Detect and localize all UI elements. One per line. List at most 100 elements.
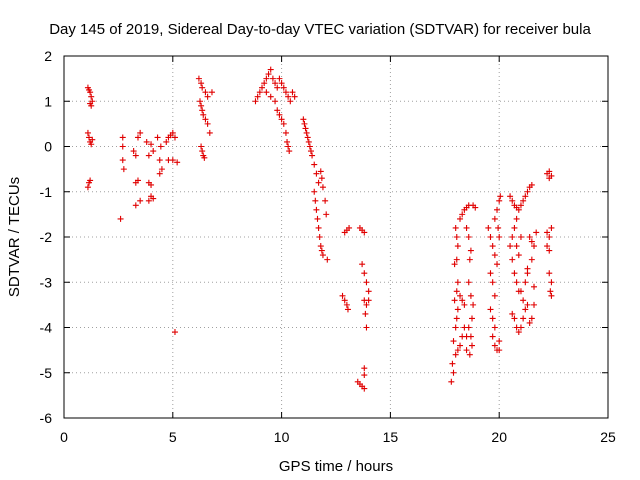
data-point-marker [365, 297, 372, 304]
data-point-marker [285, 143, 292, 150]
data-point-marker [311, 188, 318, 195]
data-point-marker [119, 157, 126, 164]
data-point-marker [303, 129, 310, 136]
data-point-marker [305, 138, 312, 145]
y-tick-label: -1 [40, 184, 53, 200]
chart-title: Day 145 of 2019, Sidereal Day-to-day VTE… [49, 21, 591, 38]
data-point-marker [457, 215, 464, 222]
data-point-marker [174, 159, 181, 166]
data-point-marker [451, 261, 458, 268]
data-point-marker [301, 120, 308, 127]
data-point-marker [524, 265, 531, 272]
data-point-marker [344, 306, 351, 313]
data-point-marker [487, 270, 494, 277]
y-tick-label: 2 [44, 48, 52, 64]
data-point-marker [465, 234, 472, 240]
data-point-marker [272, 98, 279, 105]
data-point-marker [497, 193, 504, 200]
data-point-marker [517, 288, 524, 295]
data-point-marker [491, 215, 498, 222]
data-point-marker [528, 181, 535, 188]
data-point-marker [520, 297, 527, 304]
data-point-marker [451, 297, 458, 304]
data-point-marker [454, 279, 461, 286]
data-point-marker [489, 315, 496, 322]
data-point-marker [453, 256, 460, 263]
data-point-marker [531, 301, 538, 308]
data-point-marker [487, 306, 494, 313]
data-point-marker [201, 154, 208, 161]
data-point-marker [148, 141, 155, 148]
data-point-marker [496, 197, 503, 204]
data-point-marker [276, 111, 283, 118]
data-point-marker [363, 301, 370, 308]
data-point-marker [145, 152, 152, 159]
data-point-marker [316, 234, 323, 240]
data-point-marker [150, 148, 157, 155]
data-point-marker [522, 279, 529, 286]
data-point-marker [520, 315, 527, 322]
data-point-marker [528, 315, 535, 322]
data-point-marker [346, 224, 353, 231]
data-point-marker [291, 93, 298, 100]
data-point-marker [84, 184, 91, 191]
data-point-marker [319, 184, 326, 191]
data-point-marker [202, 116, 209, 123]
x-tick-label: 25 [600, 429, 616, 445]
data-point-marker [454, 243, 461, 250]
data-point-marker [453, 234, 460, 240]
data-point-marker [515, 206, 522, 213]
data-point-marker [309, 152, 316, 159]
data-point-marker [461, 301, 468, 308]
data-point-marker [274, 84, 281, 91]
data-point-marker [548, 224, 555, 231]
data-point-marker [322, 197, 329, 204]
data-point-marker [300, 116, 307, 123]
data-point-marker [267, 93, 274, 100]
data-point-marker [263, 75, 270, 82]
data-point-marker [361, 229, 368, 236]
data-point-marker [130, 148, 137, 155]
data-point-marker [197, 98, 203, 105]
data-point-marker [198, 143, 205, 150]
data-point-marker [509, 234, 516, 240]
data-point-marker [120, 166, 127, 173]
y-tick-label: -6 [40, 410, 53, 426]
data-point-marker [278, 80, 285, 87]
data-point-marker [317, 168, 324, 175]
tick-labels: 0 5 10 15 20 25 -6 -5 -4 -3 -2 -1 0 1 2 [40, 48, 616, 445]
x-axis-title: GPS time / hours [279, 458, 393, 475]
data-point-marker [363, 324, 370, 331]
data-point-marker [312, 197, 319, 204]
data-point-marker [465, 279, 472, 286]
data-point-marker [306, 143, 313, 150]
data-point-marker [524, 188, 531, 195]
data-point-marker [528, 238, 535, 245]
data-point-marker [282, 89, 289, 96]
data-point-marker [202, 89, 209, 96]
data-point-marker [156, 157, 163, 164]
y-tick-label: -4 [40, 320, 53, 336]
data-point-marker [491, 252, 498, 259]
data-point-marker [87, 89, 94, 96]
y-tick-label: 1 [44, 93, 52, 109]
data-point-marker [169, 157, 176, 164]
data-point-marker [132, 152, 139, 159]
data-point-marker [88, 93, 95, 100]
data-point-marker [453, 315, 460, 322]
data-point-marker [531, 243, 538, 250]
y-axis-title: SDTVAR / TECUs [6, 177, 23, 297]
data-point-marker [208, 89, 215, 96]
data-point-marker [263, 89, 270, 96]
data-point-marker [302, 125, 309, 132]
data-point-marker [448, 378, 455, 385]
data-point-marker [459, 211, 466, 218]
data-point-marker [459, 297, 466, 304]
data-point-marker [314, 215, 321, 222]
data-point-marker [265, 71, 272, 78]
data-point-marker [272, 80, 279, 87]
x-tick-label: 0 [60, 429, 68, 445]
grid [64, 56, 608, 418]
data-point-marker [509, 197, 516, 204]
